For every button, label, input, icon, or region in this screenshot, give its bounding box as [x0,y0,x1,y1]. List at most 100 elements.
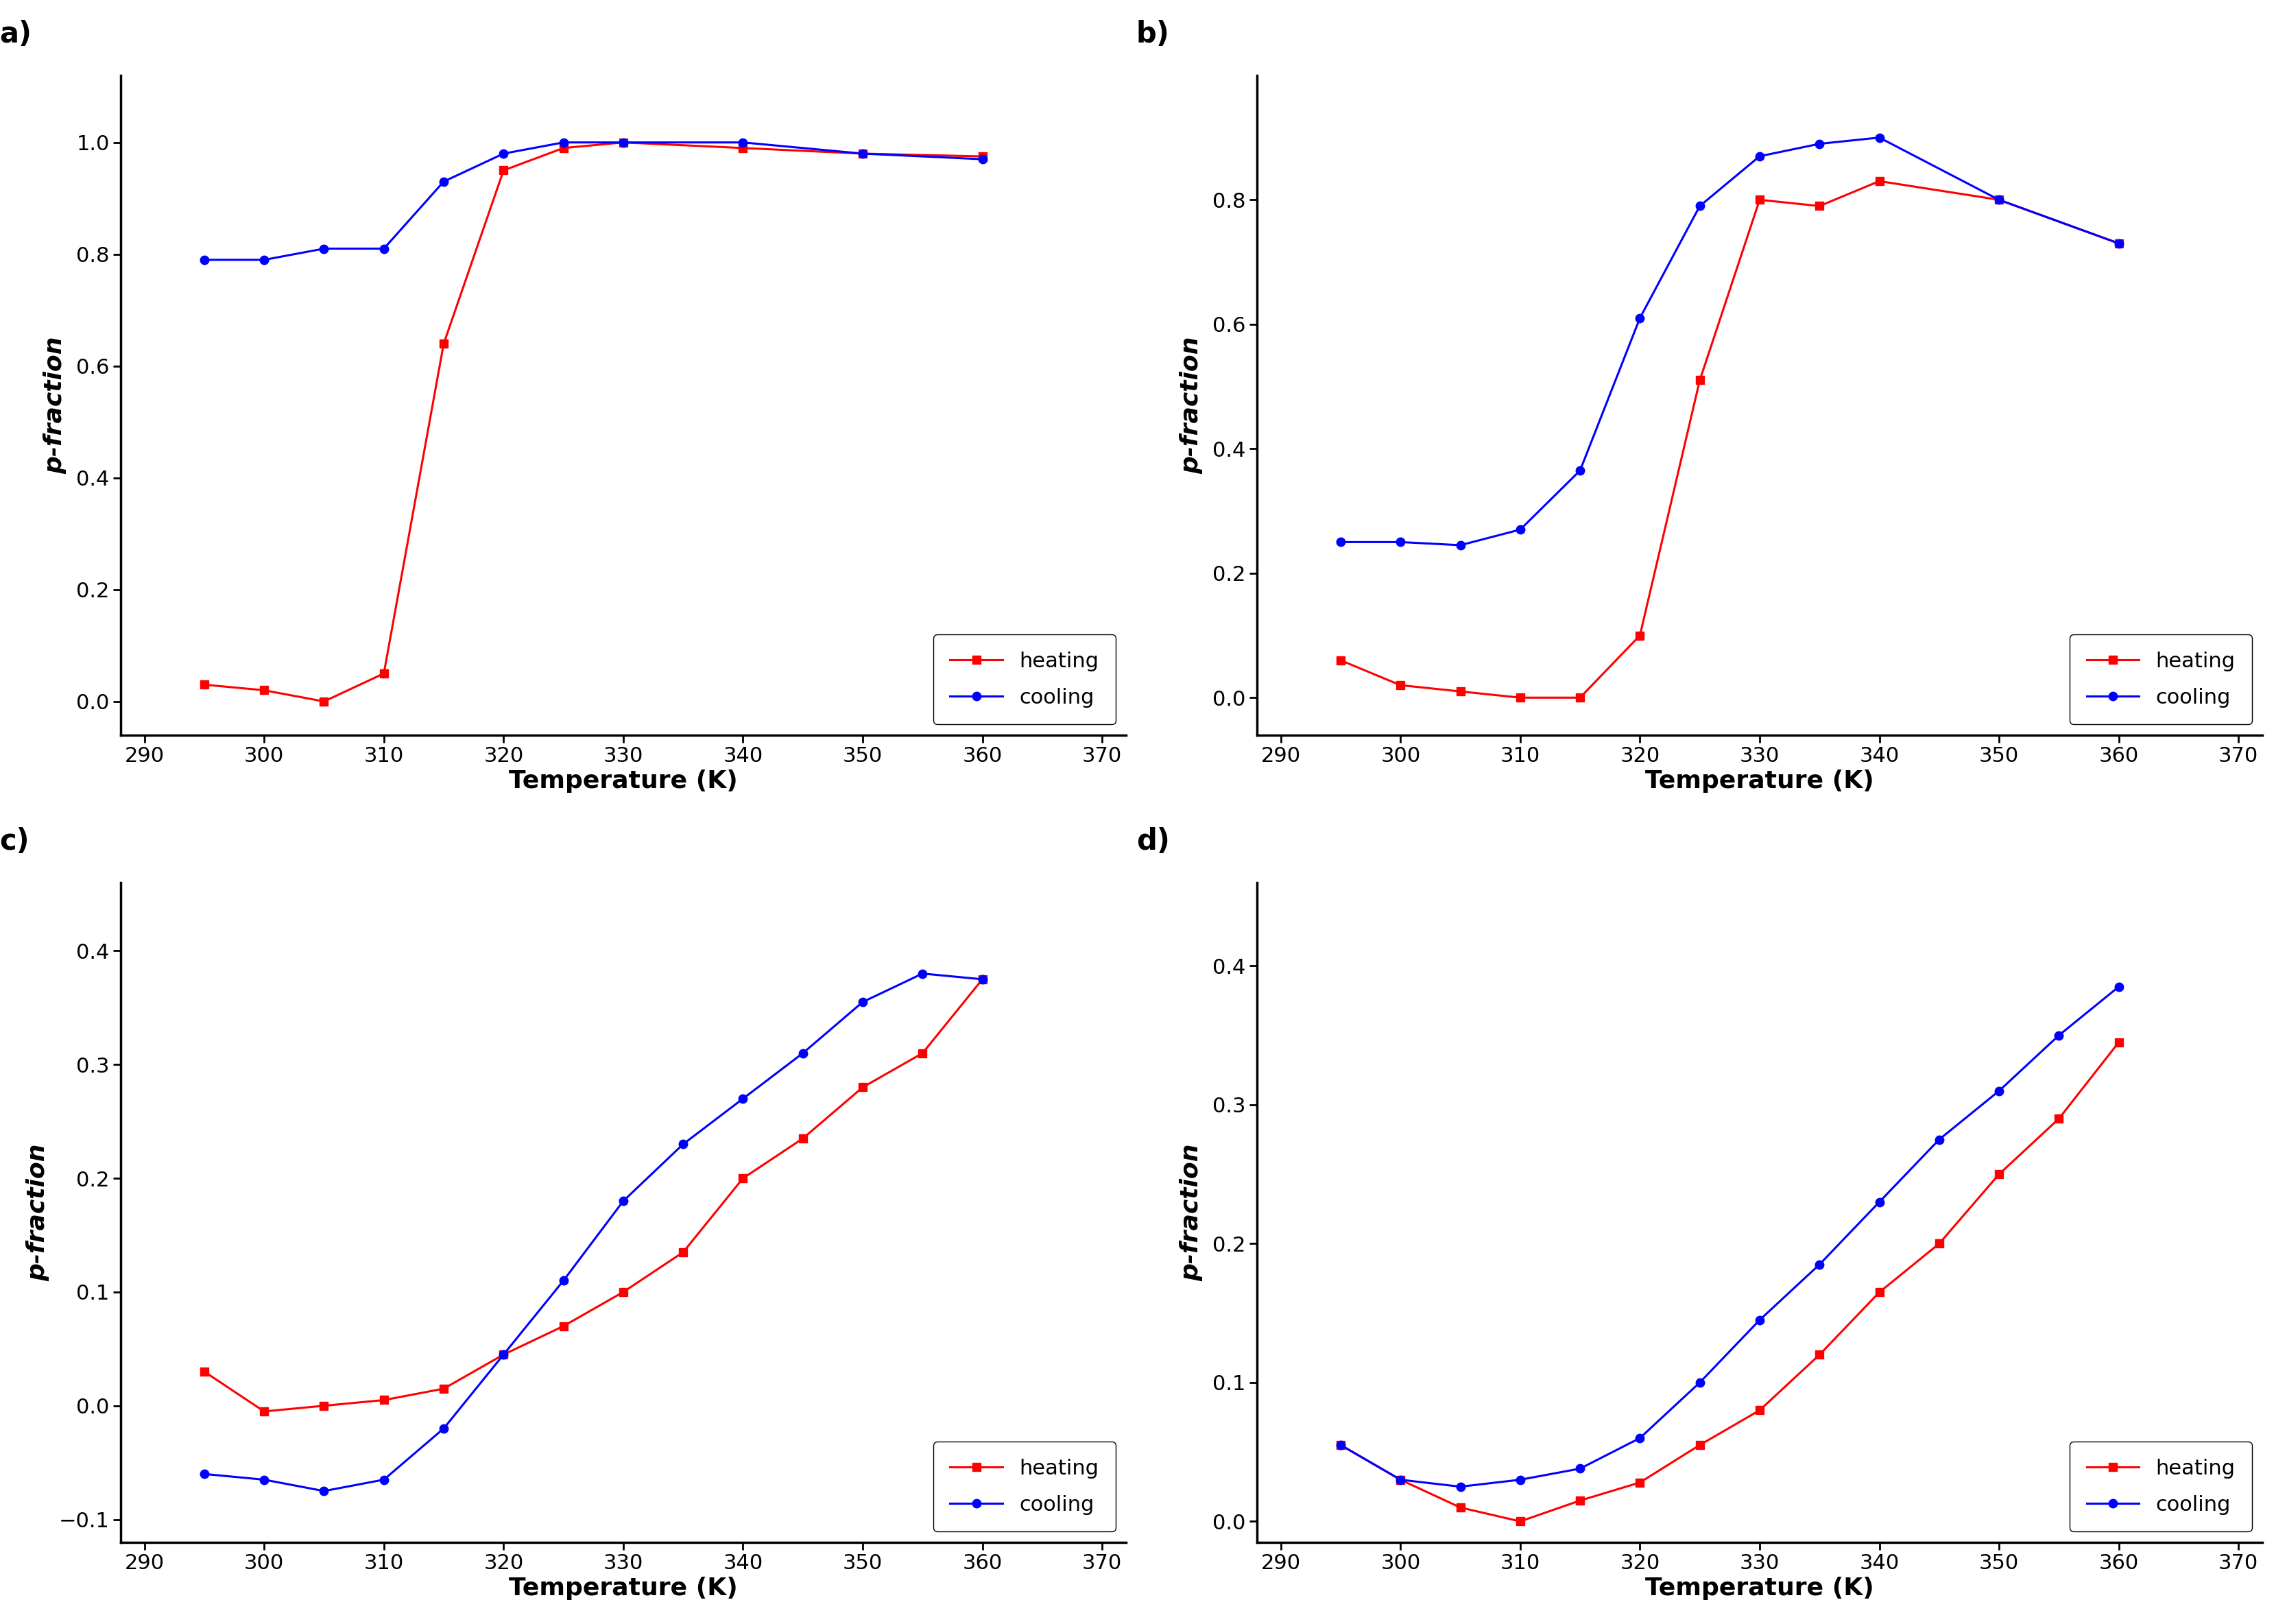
heating [1448,1497,1475,1517]
cooling [970,970,997,989]
cooling [549,133,576,153]
cooling [1448,1476,1475,1496]
Y-axis label: p-fraction: p-fraction [1180,1143,1203,1281]
Line: heating: heating [199,138,986,706]
heating [489,1345,517,1364]
heating [1926,1234,1953,1254]
heating [430,335,457,354]
cooling [670,1135,698,1155]
heating [848,1078,876,1098]
heating [190,676,217,695]
X-axis label: Temperature (K): Temperature (K) [508,1577,739,1600]
heating [1745,190,1772,209]
heating [1386,676,1413,695]
Line: heating: heating [199,974,986,1416]
Line: cooling: cooling [1336,983,2122,1491]
heating [489,161,517,180]
heating [1686,1436,1713,1455]
Line: heating: heating [1336,1038,2122,1525]
heating [730,1169,757,1189]
heating [370,664,398,684]
heating [2045,1109,2072,1129]
heating [249,680,277,700]
Text: c): c) [0,827,30,856]
Text: b): b) [1137,19,1169,49]
cooling [249,250,277,270]
heating [2104,1033,2131,1052]
cooling [848,992,876,1012]
heating [2104,234,2131,253]
cooling [311,1481,338,1501]
heating [1807,1345,1834,1364]
cooling [1507,1470,1535,1489]
heating [549,138,576,158]
Legend: heating, cooling: heating, cooling [2070,635,2253,724]
cooling [1745,1311,1772,1330]
heating [1985,1164,2013,1184]
Line: cooling: cooling [199,138,986,265]
heating [970,970,997,989]
heating [908,1044,935,1064]
heating [1507,689,1535,708]
heating [670,1242,698,1262]
cooling [1567,1458,1594,1478]
cooling [1745,146,1772,166]
cooling [311,239,338,258]
cooling [1807,1255,1834,1275]
cooling [970,149,997,169]
Text: a): a) [0,19,32,49]
Legend: heating, cooling: heating, cooling [933,1442,1116,1531]
Y-axis label: p-fraction: p-fraction [25,1143,50,1281]
cooling [1448,536,1475,555]
cooling [1626,309,1654,328]
heating [1326,1436,1354,1455]
heating [611,1283,638,1302]
heating [1448,682,1475,702]
heating [1807,197,1834,216]
cooling [1386,533,1413,552]
cooling [190,250,217,270]
X-axis label: Temperature (K): Temperature (K) [508,770,739,793]
cooling [2104,978,2131,997]
Y-axis label: p-fraction: p-fraction [1180,336,1203,474]
heating [1626,625,1654,645]
cooling [370,239,398,258]
cooling [611,133,638,153]
heating [249,1402,277,1421]
cooling [730,1090,757,1109]
Legend: heating, cooling: heating, cooling [933,635,1116,724]
cooling [1626,1429,1654,1449]
heating [190,1363,217,1382]
Line: cooling: cooling [199,970,986,1496]
heating [1866,1283,1894,1302]
cooling [1866,128,1894,148]
heating [848,145,876,164]
cooling [1807,135,1834,154]
cooling [249,1470,277,1489]
heating [611,133,638,153]
cooling [1326,533,1354,552]
cooling [1507,520,1535,539]
Legend: heating, cooling: heating, cooling [2070,1442,2253,1531]
cooling [1686,1372,1713,1392]
cooling [908,963,935,983]
cooling [789,1044,816,1064]
heating [1326,651,1354,671]
heating [1507,1512,1535,1531]
heating [1866,172,1894,192]
heating [1745,1400,1772,1419]
heating [311,692,338,711]
X-axis label: Temperature (K): Temperature (K) [1644,1577,1873,1600]
cooling [370,1470,398,1489]
cooling [1985,190,2013,209]
heating [1626,1473,1654,1492]
cooling [611,1192,638,1212]
heating [1985,190,2013,209]
cooling [1866,1192,1894,1212]
cooling [489,145,517,164]
Y-axis label: p-fraction: p-fraction [43,336,66,474]
heating [970,146,997,166]
cooling [190,1465,217,1484]
heating [549,1317,576,1337]
cooling [489,1345,517,1364]
